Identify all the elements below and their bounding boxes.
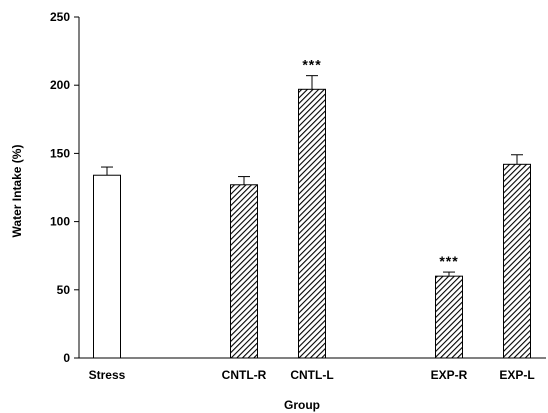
- x-axis-title: Group: [284, 398, 320, 412]
- y-axis: 0 50 100 150 200 250: [50, 10, 80, 365]
- bar-cntl-l: [298, 88, 326, 359]
- y-tick-label: 50: [57, 283, 71, 297]
- bar-cntl-r: [230, 184, 258, 359]
- x-tick-label: Stress: [89, 368, 126, 382]
- x-axis: Stress CNTL-R CNTL-L EXP-R EXP-L: [79, 357, 546, 382]
- bar-exp-r: [435, 275, 463, 359]
- x-tick-label: CNTL-R: [222, 368, 267, 382]
- y-tick-label: 150: [50, 146, 70, 160]
- y-tick-label: 250: [50, 10, 70, 24]
- bars-group: *** ***: [93, 57, 531, 359]
- x-tick-label: EXP-L: [499, 368, 534, 382]
- y-tick-label: 100: [50, 215, 70, 229]
- significance-label: ***: [439, 253, 458, 269]
- y-axis-title: Water Intake (%): [10, 145, 24, 238]
- significance-label: ***: [302, 57, 321, 73]
- bar-stress: [93, 174, 121, 359]
- y-tick-label: 0: [63, 351, 70, 365]
- y-tick-label: 200: [50, 78, 70, 92]
- x-tick-label: CNTL-L: [290, 368, 333, 382]
- x-tick-label: EXP-R: [431, 368, 468, 382]
- bar-exp-l: [503, 163, 531, 359]
